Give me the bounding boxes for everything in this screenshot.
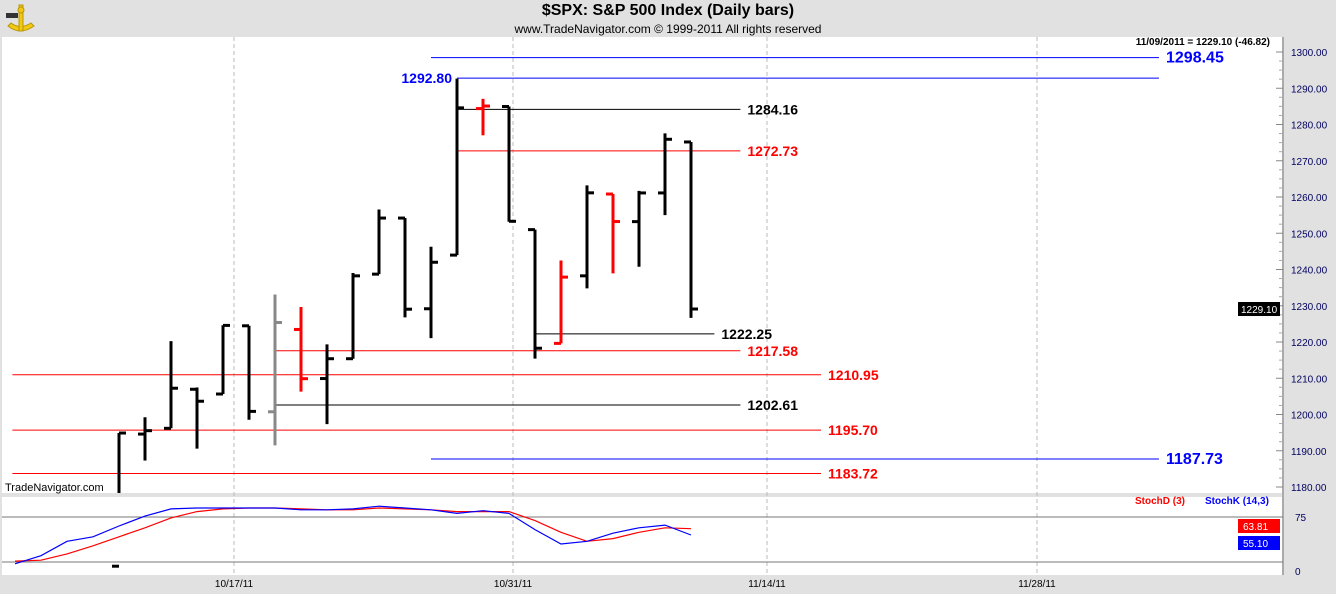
sextant-logo-icon: [3, 2, 37, 41]
level-label: 1183.72: [828, 466, 878, 482]
ohlc-bar: [398, 216, 412, 318]
stoch-value-tag: [1238, 519, 1280, 533]
ohlc-bar: [658, 133, 672, 216]
stoch-tick-label: 0: [1295, 567, 1301, 578]
y-tick-label: 1250.00: [1291, 229, 1328, 240]
ohlc-bar: [450, 78, 464, 257]
y-tick-label: 1300.00: [1291, 48, 1328, 59]
ohlc-bar: [632, 190, 646, 267]
ohlc-bar: [216, 323, 230, 396]
y-tick-label: 1190.00: [1291, 447, 1327, 458]
y-tick-label: 1200.00: [1291, 411, 1328, 422]
ohlc-bar: [476, 98, 490, 136]
legend-stochk: StochK (14,3): [1205, 496, 1269, 507]
ohlc-bar: [164, 341, 178, 430]
ohlc-bar: [554, 260, 568, 345]
stoch-value-label: 63.81: [1243, 522, 1268, 533]
y-tick-label: 1220.00: [1291, 338, 1328, 349]
ohlc-bar: [424, 246, 438, 339]
stoch-line-k: [14, 505, 692, 565]
ohlc-bar: [684, 140, 698, 318]
level-label: 1284.16: [747, 101, 798, 117]
ohlc-bar: [268, 294, 282, 446]
last-price-info: 11/09/2011 = 1229.10 (-46.82): [1135, 37, 1270, 48]
y-tick-label: 1290.00: [1291, 84, 1328, 95]
y-tick-label: 1230.00: [1291, 302, 1328, 313]
stoch-value-tag: [1238, 536, 1280, 550]
ohlc-bar: [112, 431, 126, 568]
level-label: 1222.25: [721, 326, 772, 342]
last-price-tag-label: 1229.10: [1241, 305, 1278, 316]
level-label: 1187.73: [1166, 451, 1223, 468]
stoch-line-d: [14, 507, 692, 562]
brand-watermark: TradeNavigator.com: [5, 482, 104, 494]
ohlc-bar: [502, 105, 516, 223]
ohlc-bar: [242, 324, 256, 420]
level-label: 1217.58: [747, 343, 798, 359]
level-label: 1210.95: [828, 367, 879, 383]
y-tick-label: 1240.00: [1291, 266, 1328, 277]
y-tick-label: 1210.00: [1291, 374, 1328, 385]
level-label: 1272.73: [747, 143, 798, 159]
level-label: 1298.45: [1166, 50, 1224, 67]
x-tick-label: 11/14/11: [748, 579, 786, 590]
chart-title: $SPX: S&P 500 Index (Daily bars): [541, 2, 795, 19]
level-label: 1292.80: [401, 70, 452, 86]
stoch-value-label: 55.10: [1243, 539, 1268, 550]
y-tick-label: 1260.00: [1291, 193, 1328, 204]
y-tick-label: 1180.00: [1291, 483, 1327, 494]
legend-stochd: StochD (3): [1135, 496, 1185, 507]
copyright-text: www.TradeNavigator.com © 1999-2011 All r…: [514, 22, 822, 36]
ohlc-bar: [320, 344, 334, 425]
ohlc-bar: [346, 273, 360, 361]
x-tick-label: 10/31/11: [494, 579, 533, 590]
stoch-tick-label: 75: [1295, 513, 1307, 524]
ohlc-bar: [606, 192, 620, 274]
ohlc-bar: [580, 185, 594, 289]
ohlc-bar: [294, 307, 308, 392]
y-tick-label: 1280.00: [1291, 121, 1328, 132]
x-tick-label: 10/17/11: [215, 579, 254, 590]
x-tick-label: 11/28/11: [1018, 579, 1056, 590]
last-price-tag: [1238, 302, 1280, 317]
ohlc-bar: [138, 417, 152, 461]
y-tick-label: 1270.00: [1291, 157, 1328, 168]
ohlc-bar: [528, 228, 542, 359]
price-panel: [2, 37, 1283, 493]
level-label: 1195.70: [828, 422, 878, 438]
ohlc-bar: [190, 387, 204, 449]
level-label: 1202.61: [747, 397, 798, 413]
ohlc-bar: [372, 209, 386, 276]
stoch-panel: [2, 497, 1283, 575]
